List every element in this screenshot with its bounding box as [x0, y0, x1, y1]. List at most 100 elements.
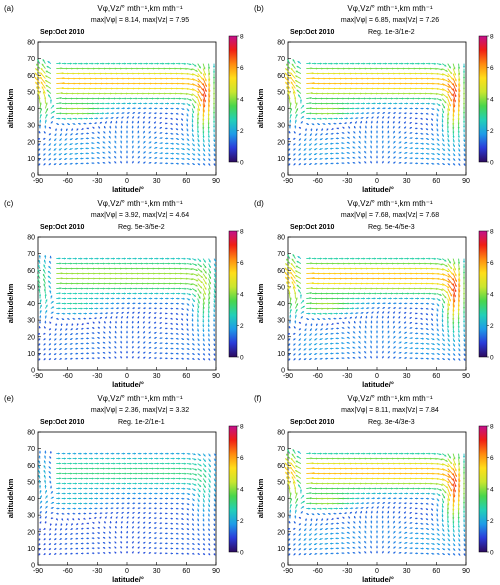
wind-vector-arrow: [121, 107, 125, 110]
wind-vector-arrow: [409, 342, 413, 345]
wind-vector-arrow: [346, 151, 350, 155]
wind-vector-arrow: [309, 523, 313, 527]
wind-vector-arrow: [197, 547, 201, 551]
wind-vector-arrow: [165, 112, 168, 115]
wind-vector-arrow: [370, 330, 373, 334]
wind-vector-arrow: [425, 312, 429, 316]
wind-vector-arrow: [94, 107, 100, 110]
wind-vector-arrow: [78, 492, 82, 495]
wind-vector-arrow: [38, 553, 41, 556]
wind-vector-arrow: [99, 477, 105, 480]
wind-vector-arrow: [442, 83, 451, 88]
wind-vector-arrow: [325, 357, 329, 360]
wind-vector-arrow: [154, 287, 160, 290]
wind-vector-arrow: [286, 86, 291, 94]
wind-vector-arrow: [143, 551, 146, 555]
x-tick-label: -60: [313, 568, 323, 575]
wind-vector-arrow: [409, 132, 413, 135]
wind-vector-arrow: [349, 297, 355, 300]
wind-vector-arrow: [80, 532, 84, 535]
wind-vector-arrow: [120, 530, 123, 534]
wind-vector-arrow: [288, 533, 291, 536]
wind-vector-arrow: [175, 128, 179, 131]
wind-vector-arrow: [102, 552, 106, 555]
wind-vector-arrow: [45, 505, 48, 509]
wind-vector-arrow: [376, 502, 380, 505]
wind-vector-arrow: [452, 353, 456, 356]
wind-vector-arrow: [317, 257, 322, 260]
wind-vector-arrow: [165, 342, 168, 345]
wind-vector-arrow: [137, 462, 143, 465]
wind-vector-arrow: [333, 292, 340, 295]
wind-vector-arrow: [143, 536, 146, 539]
wind-vector-arrow: [165, 117, 168, 120]
wind-vector-arrow: [102, 547, 106, 550]
wind-vector-arrow: [375, 540, 379, 544]
wind-vector-arrow: [175, 477, 181, 480]
wind-vector-arrow: [154, 146, 158, 149]
wind-vector-arrow: [431, 528, 435, 531]
wind-vector-arrow: [192, 483, 197, 486]
wind-vector-arrow: [59, 533, 63, 536]
wind-vector-arrow: [108, 351, 111, 354]
wind-vector-arrow: [186, 532, 190, 536]
wind-vector-arrow: [80, 157, 84, 160]
wind-vector-arrow: [78, 262, 84, 265]
wind-vector-arrow: [148, 547, 152, 550]
wind-vector-arrow: [72, 282, 79, 285]
wind-vector-arrow: [58, 162, 62, 166]
wind-vector-arrow: [212, 63, 216, 68]
wind-vector-arrow: [102, 351, 106, 355]
wind-vector-arrow: [40, 67, 46, 74]
wind-vector-arrow: [67, 512, 70, 515]
wind-vector-arrow: [457, 293, 461, 303]
wind-vector-arrow: [42, 59, 46, 64]
wind-vector-arrow: [344, 67, 351, 70]
wind-vector-arrow: [98, 321, 101, 324]
wind-vector-arrow: [415, 157, 419, 160]
wind-vector-arrow: [125, 140, 129, 144]
wind-vector-arrow: [170, 532, 174, 535]
wind-vector-arrow: [132, 272, 139, 275]
wind-vector-arrow: [88, 512, 92, 515]
wind-vector-arrow: [197, 453, 201, 457]
wind-vector-arrow: [303, 143, 307, 147]
wind-vector-arrow: [181, 357, 185, 360]
wind-vector-arrow: [462, 473, 466, 480]
wind-vector-arrow: [213, 303, 216, 308]
colorbar-tick-label: 2: [490, 518, 494, 525]
wind-vector-arrow: [370, 160, 373, 164]
wind-vector-arrow: [328, 487, 334, 490]
wind-vector-arrow: [175, 152, 180, 155]
wind-vector-arrow: [75, 337, 79, 340]
wind-vector-arrow: [121, 472, 127, 475]
wind-vector-arrow: [441, 533, 445, 537]
wind-vector-arrow: [159, 332, 163, 335]
wind-vector-arrow: [154, 537, 157, 540]
wind-vector-arrow: [56, 102, 62, 105]
wind-vector-arrow: [404, 546, 408, 550]
wind-vector-arrow: [420, 307, 424, 310]
wind-vector-arrow: [364, 551, 367, 554]
wind-vector-arrow: [83, 282, 90, 285]
wind-vector-arrow: [208, 343, 211, 347]
wind-vector-arrow: [83, 502, 88, 505]
wind-vector-arrow: [298, 343, 302, 346]
wind-vector-arrow: [175, 67, 182, 70]
wind-vector-arrow: [293, 343, 296, 346]
wind-vector-arrow: [293, 163, 296, 166]
wind-vector-arrow: [207, 318, 210, 323]
colorbar: [478, 35, 488, 163]
wind-vector-arrow: [116, 257, 121, 260]
wind-vector-arrow: [208, 358, 211, 361]
wind-vector-arrow: [436, 333, 440, 337]
wind-vector-arrow: [298, 153, 302, 156]
wind-vector-arrow: [126, 477, 132, 480]
wind-vector-arrow: [404, 162, 408, 165]
wind-vector-arrow: [50, 512, 54, 515]
wind-vector-arrow: [341, 332, 345, 335]
wind-vector-arrow: [303, 148, 307, 151]
wind-vector-arrow: [387, 257, 393, 260]
panel-f: (f) Vφ,Vz/° mth⁻¹,km mth⁻¹ max|Vφ| = 8.11,…: [250, 390, 500, 585]
wind-vector-arrow: [180, 118, 184, 121]
